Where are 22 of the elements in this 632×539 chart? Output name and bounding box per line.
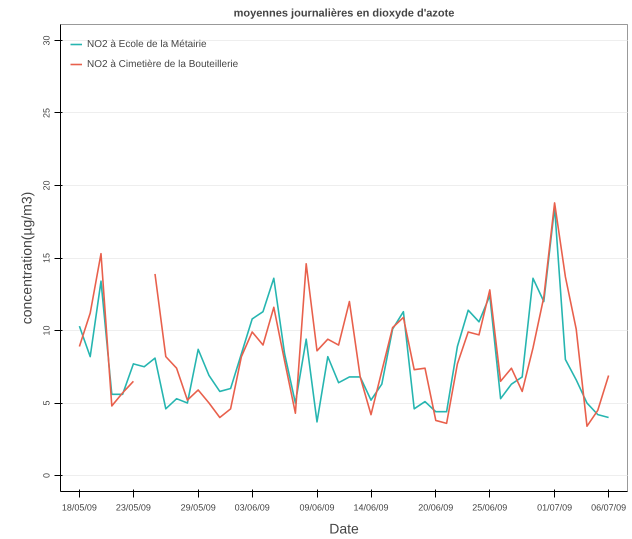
x-tick-label: 23/05/09 (116, 502, 151, 512)
x-tick-label: 03/06/09 (234, 502, 270, 512)
x-tick-label: 29/05/09 (180, 502, 216, 512)
y-tick-label: 25 (42, 108, 52, 118)
x-tick-label: 09/06/09 (299, 502, 335, 512)
y-tick-label: 20 (42, 180, 52, 190)
y-tick-label: 10 (42, 326, 52, 336)
x-tick-label: 01/07/09 (537, 502, 572, 512)
x-tick-label: 14/06/09 (353, 502, 389, 512)
y-tick-label: 30 (42, 35, 52, 46)
y-tick-label: 5 (42, 400, 52, 406)
x-tick-label: 20/06/09 (418, 502, 454, 512)
y-tick-label: 0 (42, 473, 52, 478)
legend-label: NO2 à Ecole de la Métairie (87, 38, 207, 50)
y-axis-title: concentration(µg/m3) (18, 192, 34, 324)
legend-label: NO2 à Cimetière de la Bouteillerie (87, 58, 238, 70)
chart-title: moyennes journalières en dioxyde d'azote (234, 8, 454, 20)
x-tick-label: 06/07/09 (591, 502, 626, 512)
y-tick-label: 15 (42, 252, 52, 264)
x-tick-label: 25/06/09 (472, 502, 508, 512)
x-tick-label: 18/05/09 (62, 502, 97, 512)
x-axis-title: Date (329, 520, 359, 536)
